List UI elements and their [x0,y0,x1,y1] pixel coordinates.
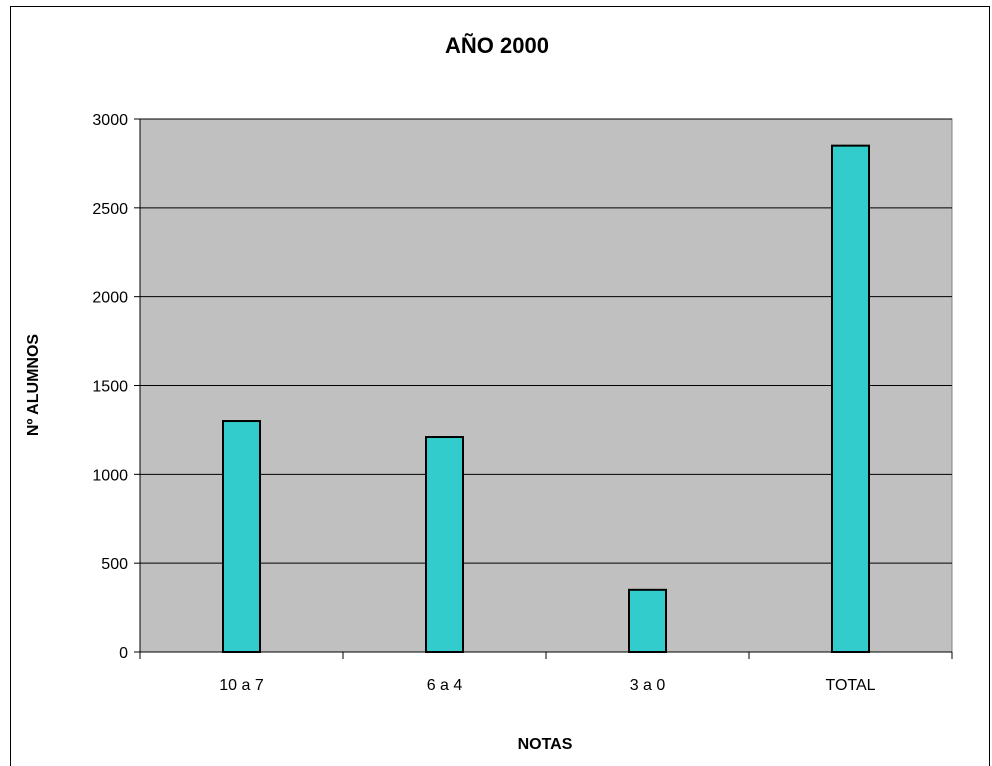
y-tick-label: 500 [101,556,128,573]
y-tick-label: 3000 [92,112,128,129]
x-tick-label: TOTAL [825,677,875,694]
bar [425,436,464,654]
bar [628,588,667,653]
x-tick-label: 6 a 4 [427,677,463,694]
y-tick-label: 2500 [92,201,128,218]
x-tick-label: 3 a 0 [630,677,666,694]
y-tick-label: 1000 [92,467,128,484]
bar [222,420,261,653]
y-axis-title: Nº ALUMNOS [25,334,42,436]
x-tick-label: 10 a 7 [219,677,264,694]
y-tick-label: 1500 [92,379,128,396]
chart-title: AÑO 2000 [445,33,549,58]
plot-area: 0 500 1000 1500 2000 2500 3000 10 a 7 6 a 4 3 a 0… [92,112,953,694]
y-tick-label: 2000 [92,290,128,307]
bar [831,144,870,653]
x-axis-title: NOTAS [518,736,573,753]
y-tick-label: 0 [119,645,128,662]
